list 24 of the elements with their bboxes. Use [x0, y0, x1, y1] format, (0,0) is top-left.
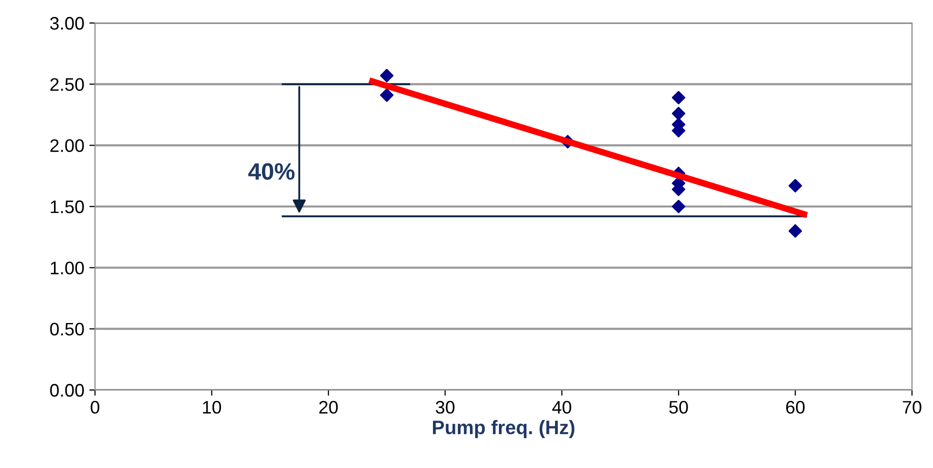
x-axis-title: Pump freq. (Hz) — [432, 420, 574, 438]
annotation: 40% — [248, 163, 295, 180]
x-tick-label: 10 — [203, 400, 222, 414]
y-tick-label: 1.00 — [50, 262, 84, 274]
y-tick-label: 2.50 — [50, 78, 84, 91]
y-tick-label: 3.00 — [50, 16, 84, 30]
x-tick-label: 20 — [319, 400, 338, 414]
point — [788, 178, 802, 192]
point — [788, 224, 802, 238]
x-tick-label: 70 — [902, 400, 922, 414]
x-tick-label: 60 — [786, 400, 805, 414]
x-tick-label: 30 — [436, 400, 454, 414]
point — [672, 90, 686, 104]
y-tick-label: 1.50 — [50, 200, 84, 214]
y-tick-label: 2.00 — [50, 139, 84, 152]
y-tick-label: 0.00 — [50, 384, 84, 397]
point — [672, 200, 686, 214]
x-tick-label: 40 — [552, 400, 572, 414]
y-tick-label: 0.50 — [50, 322, 84, 336]
point — [380, 68, 394, 82]
x-tick-label: 50 — [669, 400, 688, 414]
x-tick-label: 0 — [90, 400, 100, 414]
point — [672, 106, 686, 120]
point — [380, 88, 394, 102]
